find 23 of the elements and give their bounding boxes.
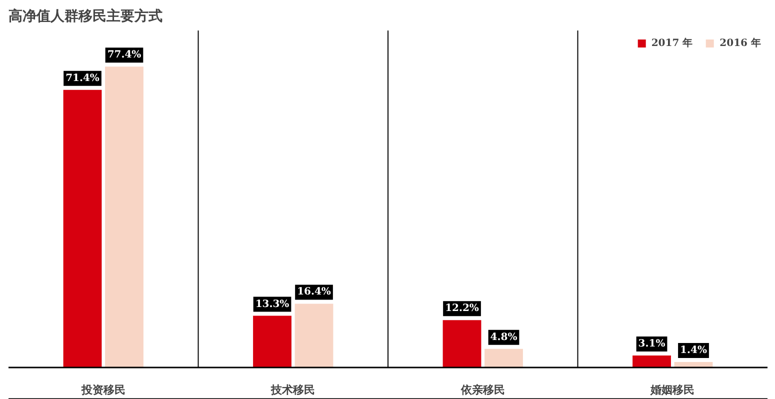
x-tick-label: 依亲移民 bbox=[460, 384, 505, 396]
data-label: 3.1% bbox=[638, 338, 666, 350]
legend-label: 2017 年 bbox=[651, 36, 693, 50]
data-label: 12.2% bbox=[445, 303, 480, 314]
data-label: 16.4% bbox=[297, 286, 332, 298]
bar bbox=[674, 362, 713, 368]
bar bbox=[105, 66, 144, 368]
bar bbox=[442, 320, 482, 368]
bar bbox=[294, 304, 334, 368]
bar bbox=[484, 348, 523, 368]
legend-label: 2016 年 bbox=[720, 36, 761, 50]
chart-title: 高净值人群移民主要方式 bbox=[8, 8, 162, 24]
data-label: 4.8% bbox=[490, 332, 518, 343]
bar bbox=[632, 355, 671, 368]
data-label: 77.4% bbox=[107, 50, 142, 61]
bar bbox=[63, 90, 102, 368]
data-label: 1.4% bbox=[680, 345, 708, 356]
x-tick-label: 投资移民 bbox=[80, 384, 126, 396]
data-label: 13.3% bbox=[255, 298, 290, 310]
data-label: 71.4% bbox=[66, 72, 100, 84]
bar bbox=[253, 316, 292, 368]
x-tick-label: 婚姻移民 bbox=[650, 384, 695, 396]
x-tick-label: 技术移民 bbox=[270, 384, 316, 396]
